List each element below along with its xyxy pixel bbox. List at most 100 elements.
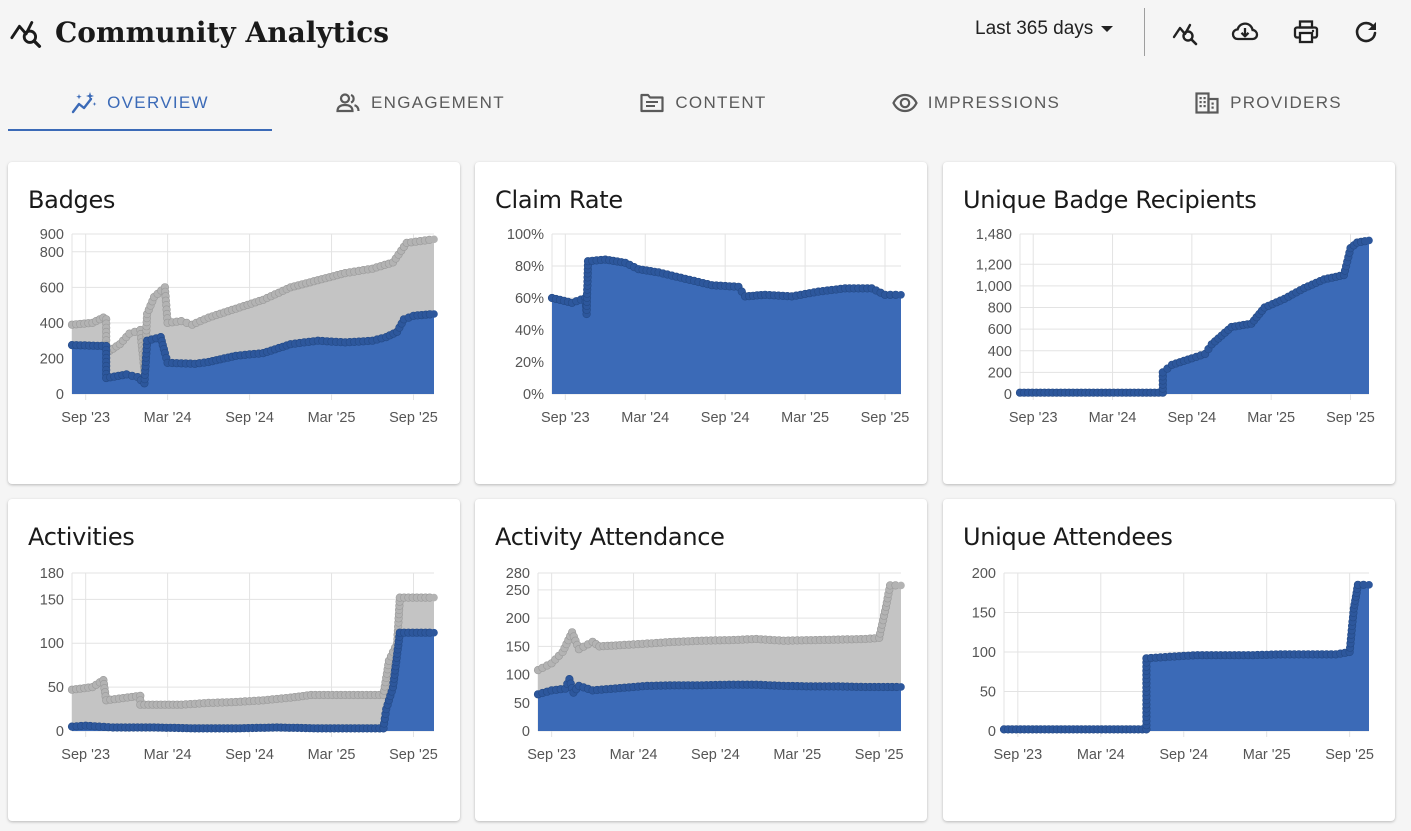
x-tick-label: Sep '24	[225, 410, 274, 426]
y-tick-label: 0	[988, 724, 996, 740]
card-activities: Activities 0 50 100 150 180 Sep '23 Mar '24 Sep…	[8, 499, 460, 821]
data-point[interactable]	[897, 291, 905, 299]
card-title: Activity Attendance	[495, 523, 725, 551]
tab-engagement[interactable]: ENGAGEMENT	[320, 76, 520, 130]
y-tick-label: 600	[40, 280, 64, 296]
x-tick-label: Mar '25	[781, 410, 829, 426]
y-tick-label: 800	[988, 301, 1012, 317]
data-point[interactable]	[1365, 581, 1373, 589]
tab-providers[interactable]: PROVIDERS	[1173, 76, 1363, 130]
tab-overview[interactable]: OVERVIEW	[8, 76, 272, 130]
y-tick-label: 50	[980, 685, 996, 701]
x-tick-label: Mar '24	[144, 410, 192, 426]
data-point[interactable]	[430, 310, 438, 318]
data-point[interactable]	[430, 593, 438, 602]
x-tick-label: Sep '23	[527, 747, 576, 763]
y-tick-label: 80%	[515, 259, 544, 275]
x-tick-label: Mar '24	[621, 410, 669, 426]
data-point[interactable]	[897, 581, 905, 590]
tab-label: IMPRESSIONS	[927, 93, 1061, 112]
badges-chart: 0 200 400 600 800 900 Sep '23 Mar '24 Sep '24 Mar…	[40, 227, 438, 426]
y-tick-label: 0%	[523, 387, 544, 403]
download-button[interactable]	[1227, 14, 1263, 50]
card-unique-attendees: Unique Attendees 0 50 100 150 200 Sep '23 Mar …	[943, 499, 1395, 821]
caret-down-icon	[1101, 26, 1114, 32]
y-tick-label: 150	[506, 639, 530, 655]
y-tick-label: 1,480	[976, 227, 1012, 243]
y-tick-label: 0	[56, 724, 64, 740]
card-title: Claim Rate	[495, 186, 623, 214]
x-tick-label: Sep '24	[225, 747, 274, 763]
people-icon	[336, 93, 360, 113]
y-tick-label: 0	[522, 724, 530, 740]
refresh-button[interactable]	[1348, 14, 1384, 50]
series-area-gray	[72, 597, 434, 731]
app-title: Community Analytics	[55, 15, 390, 49]
series-markers-gray	[67, 593, 438, 709]
series-markers-blue	[67, 310, 438, 388]
data-point[interactable]	[1365, 236, 1373, 245]
y-tick-label: 200	[40, 351, 64, 367]
series-markers-blue	[67, 628, 438, 733]
y-tick-label: 150	[972, 606, 996, 622]
brand: Community Analytics	[9, 12, 389, 52]
tab-label: OVERVIEW	[107, 93, 209, 112]
refresh-icon	[1355, 21, 1377, 43]
series-markers-blue	[999, 580, 1373, 734]
activities-chart: 0 50 100 150 180 Sep '23 Mar '24 Sep '24 Mar '25…	[40, 566, 438, 763]
x-tick-label: Mar '25	[308, 747, 356, 763]
card-claim-rate: Claim Rate 0% 20% 40% 60% 80% 100% Sep '23 Mar …	[475, 162, 927, 484]
card-title: Unique Attendees	[963, 523, 1173, 551]
card-activity-attendance: Activity Attendance 0 50 100 150 200 250 280 Se…	[475, 499, 927, 821]
x-tick-label: Sep '23	[61, 747, 110, 763]
y-tick-label: 50	[48, 680, 64, 696]
y-tick-label: 200	[988, 365, 1012, 381]
y-tick-label: 100	[40, 636, 64, 652]
date-range-select[interactable]: Last 365 days	[975, 18, 1114, 40]
active-tab-indicator	[8, 129, 272, 131]
y-tick-label: 100	[972, 645, 996, 661]
x-tick-label: Mar '24	[610, 747, 658, 763]
chart-grid: 0 200 400 600 800 1,000 1,200 1,480 Sep '23 Mar '…	[976, 227, 1375, 426]
series-area-blue	[538, 679, 901, 731]
unique-attendees-chart: 0 50 100 150 200 Sep '23 Mar '24 Sep '24 Mar '25…	[972, 566, 1374, 763]
x-tick-label: Mar '24	[1077, 747, 1125, 763]
x-tick-label: Sep '23	[541, 410, 590, 426]
y-tick-label: 150	[40, 592, 64, 608]
x-tick-label: Sep '25	[1325, 747, 1374, 763]
x-tick-label: Sep '24	[1167, 410, 1216, 426]
tab-content[interactable]: CONTENT	[618, 76, 788, 130]
analytics-search-button[interactable]	[1168, 14, 1204, 50]
y-tick-label: 900	[40, 227, 64, 243]
article-icon	[640, 93, 664, 113]
x-tick-label: Sep '24	[1159, 747, 1208, 763]
x-tick-label: Sep '23	[993, 747, 1042, 763]
print-icon	[1293, 20, 1319, 44]
y-tick-label: 100	[506, 668, 530, 684]
y-tick-label: 200	[972, 566, 996, 582]
x-tick-label: Sep '23	[1009, 410, 1058, 426]
analytics-logo-icon	[10, 21, 42, 48]
chart-grid: 0 50 100 150 180 Sep '23 Mar '24 Sep '24 Mar '25…	[40, 566, 438, 763]
series-markers-blue	[547, 255, 905, 319]
header-divider	[1144, 8, 1145, 56]
x-tick-label: Mar '25	[1247, 410, 1295, 426]
print-button[interactable]	[1288, 14, 1324, 50]
data-point[interactable]	[430, 628, 438, 637]
x-tick-label: Sep '25	[1326, 410, 1375, 426]
data-point[interactable]	[897, 683, 905, 691]
series-line-gray	[71, 597, 434, 706]
claim-rate-chart: 0% 20% 40% 60% 80% 100% Sep '23 Mar '24 Sep '24 M…	[507, 227, 910, 426]
y-tick-label: 800	[40, 245, 64, 261]
tab-impressions[interactable]: IMPRESSIONS	[876, 76, 1076, 130]
series-area-blue	[72, 314, 434, 394]
y-tick-label: 400	[988, 344, 1012, 360]
x-tick-label: Sep '25	[861, 410, 910, 426]
x-tick-label: Mar '25	[1243, 747, 1291, 763]
x-tick-label: Sep '25	[855, 747, 904, 763]
eye-icon	[892, 93, 918, 113]
unique-badge-recipients-chart: 0 200 400 600 800 1,000 1,200 1,480 Sep '23 Mar '…	[976, 227, 1375, 426]
data-point[interactable]	[430, 235, 438, 244]
card-title: Unique Badge Recipients	[963, 186, 1257, 214]
